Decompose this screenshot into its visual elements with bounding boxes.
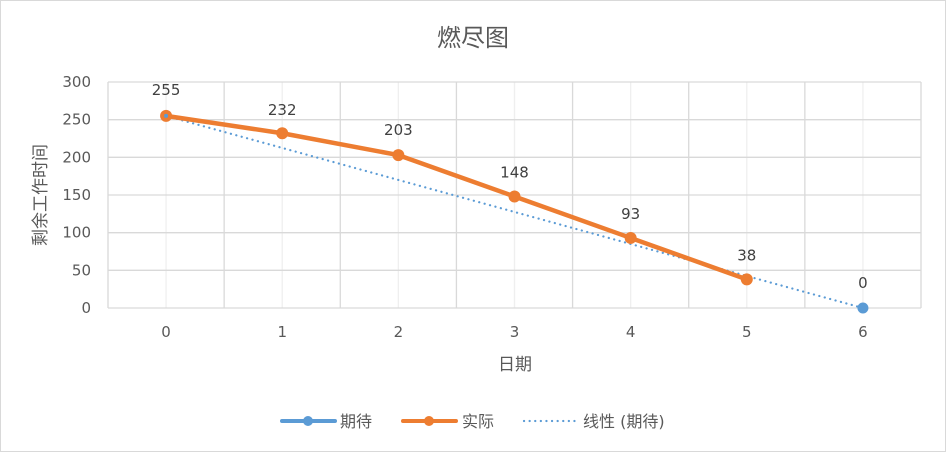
data-label: 148 — [500, 164, 529, 182]
y-tick-label: 200 — [62, 148, 91, 166]
legend-label: 实际 — [462, 412, 494, 431]
y-tick-label: 300 — [62, 73, 91, 91]
actual-point-marker — [276, 127, 289, 140]
y-tick-label: 150 — [62, 186, 91, 204]
legend-item-linear-trend[interactable]: 线性 (期待) — [522, 412, 665, 431]
legend-item-expected[interactable]: 期待 — [280, 412, 372, 431]
legend-marker-icon — [424, 416, 434, 426]
y-tick-label: 0 — [81, 299, 91, 317]
data-label: 93 — [621, 205, 640, 223]
actual-point-marker — [740, 273, 753, 286]
x-tick-label: 1 — [277, 323, 287, 341]
x-tick-label: 5 — [742, 323, 752, 341]
actual-point-marker — [624, 231, 637, 244]
legend-marker-icon — [303, 416, 313, 426]
x-tick-label: 4 — [626, 323, 636, 341]
expected-point-marker — [857, 302, 869, 314]
y-axis-title: 剩余工作时间 — [31, 144, 51, 246]
legend-label: 线性 (期待) — [583, 412, 665, 431]
data-label: 0 — [858, 274, 868, 292]
data-labels: 255 232 203 148 93 38 0 — [152, 81, 868, 292]
legend-label: 期待 — [340, 412, 372, 431]
x-tick-label: 2 — [394, 323, 404, 341]
legend: 期待 实际 线性 (期待) — [280, 412, 665, 431]
chart-title: 燃尽图 — [437, 24, 509, 52]
actual-series-line — [163, 113, 750, 282]
x-tick-label: 0 — [161, 323, 171, 341]
plot-series — [160, 109, 869, 314]
y-tick-label: 50 — [72, 261, 91, 279]
data-label: 255 — [152, 81, 181, 99]
actual-point-marker — [392, 149, 405, 162]
y-tick-label: 250 — [62, 111, 91, 129]
x-axis-title: 日期 — [498, 355, 532, 375]
data-label: 203 — [384, 121, 413, 139]
y-tick-label: 100 — [62, 224, 91, 242]
actual-point-marker — [508, 190, 521, 203]
data-label: 38 — [737, 246, 756, 264]
x-tick-label: 3 — [510, 323, 520, 341]
expected-point-marker — [164, 113, 169, 118]
legend-item-actual[interactable]: 实际 — [401, 412, 494, 431]
x-axis-ticks: 0 1 2 3 4 5 6 — [161, 323, 867, 341]
data-label: 232 — [268, 101, 297, 119]
y-axis-ticks: 0 50 100 150 200 250 300 — [62, 73, 91, 317]
x-tick-label: 6 — [858, 323, 868, 341]
